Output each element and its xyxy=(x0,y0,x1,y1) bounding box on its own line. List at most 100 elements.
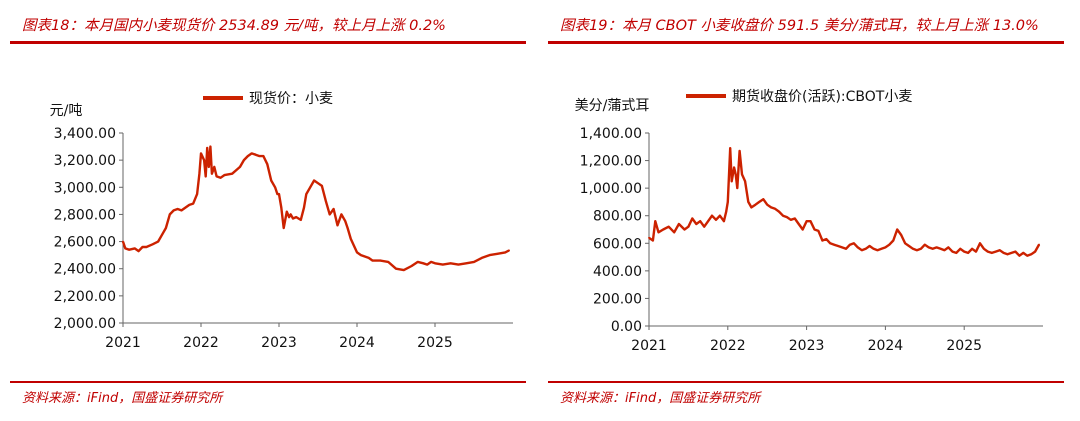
series-point xyxy=(747,201,750,203)
series-point xyxy=(276,193,279,195)
series-point xyxy=(741,173,743,176)
series-point xyxy=(730,180,733,183)
series-point xyxy=(280,206,283,209)
series-point xyxy=(943,249,946,252)
series-point xyxy=(1022,252,1025,254)
series-point xyxy=(1010,252,1013,254)
series-point xyxy=(434,262,436,265)
series-point xyxy=(959,247,962,250)
series-line xyxy=(648,146,1041,257)
series-point xyxy=(845,247,847,250)
series-point xyxy=(258,155,261,157)
series-point xyxy=(729,147,732,150)
x-tick-label: 2021 xyxy=(631,338,667,354)
series-point xyxy=(122,240,124,243)
series-point xyxy=(963,250,966,253)
series-point xyxy=(161,233,163,236)
series-point xyxy=(349,237,352,240)
y-tick-label: 2,600.00 xyxy=(54,235,116,251)
series-point xyxy=(200,152,202,155)
series-point xyxy=(786,216,788,218)
series-point xyxy=(652,239,654,242)
series-point xyxy=(884,246,887,249)
series-point xyxy=(223,174,226,176)
series-point xyxy=(793,217,796,220)
series-point xyxy=(426,263,429,266)
series-point xyxy=(695,223,698,225)
series-point xyxy=(766,203,769,206)
series-point xyxy=(888,243,891,246)
series-point xyxy=(703,225,706,228)
series-point xyxy=(931,247,934,250)
series-point xyxy=(904,242,906,245)
series-point xyxy=(1026,254,1029,257)
series-point xyxy=(738,150,741,152)
series-point xyxy=(841,246,843,249)
series-point xyxy=(363,255,366,258)
series-point xyxy=(951,250,954,253)
y-tick-label: 1,000.00 xyxy=(580,181,642,197)
series-point xyxy=(872,247,875,250)
source-rule-right xyxy=(548,381,1064,383)
series-point xyxy=(849,243,851,246)
series-point xyxy=(734,173,737,176)
y-tick-label: 200.00 xyxy=(593,291,642,307)
series-point xyxy=(151,243,154,246)
series-point xyxy=(188,204,191,206)
series-point xyxy=(449,262,452,265)
series-point xyxy=(124,247,127,250)
y-tick-label: 600.00 xyxy=(593,236,642,252)
series-point xyxy=(896,228,899,231)
series-point xyxy=(657,231,660,234)
series-point xyxy=(678,223,680,225)
y-tick-label: 2,200.00 xyxy=(54,289,116,305)
series-point xyxy=(387,261,390,263)
series-point xyxy=(282,227,285,229)
series-point xyxy=(935,246,938,249)
series-point xyxy=(211,172,213,175)
series-point xyxy=(250,152,253,155)
series-point xyxy=(416,261,419,263)
series-point xyxy=(198,172,201,175)
series-point xyxy=(402,269,405,271)
series-point xyxy=(410,265,413,267)
series-point xyxy=(145,246,148,248)
series-point xyxy=(180,209,183,212)
series-point xyxy=(864,247,867,250)
series-point xyxy=(673,231,676,234)
series-point xyxy=(939,247,942,250)
series-point xyxy=(774,207,776,210)
series-point xyxy=(947,246,950,249)
source-rule-left xyxy=(10,381,526,383)
x-tick-label: 2022 xyxy=(183,335,219,351)
series-point xyxy=(305,193,308,195)
series-point xyxy=(699,220,702,223)
y-tick-label: 2,800.00 xyxy=(54,207,116,223)
series-point xyxy=(707,220,709,223)
series-point xyxy=(744,180,747,183)
x-tick-label: 2023 xyxy=(261,335,297,351)
series-point xyxy=(648,236,650,239)
series-point xyxy=(829,242,832,245)
series-point xyxy=(231,172,234,175)
series-point xyxy=(876,249,879,252)
chart-panel-right: 图表19：本月 CBOT 小麦收盘价 591.5 美分/蒲式耳，较上月上涨 13… xyxy=(548,0,1068,421)
y-tick-label: 3,000.00 xyxy=(54,180,116,196)
series-point xyxy=(758,201,761,203)
series-point xyxy=(346,227,349,229)
chart-panel-left: 图表18：本月国内小麦现货价 2534.89 元/吨，较上月上涨 0.2% 元/… xyxy=(10,0,530,421)
series-point xyxy=(209,145,212,148)
series-point xyxy=(465,262,468,265)
series-point xyxy=(184,206,187,209)
series-point xyxy=(691,217,694,220)
series-point xyxy=(990,252,993,254)
series-point xyxy=(998,249,1001,252)
series-point xyxy=(813,228,816,231)
series-point xyxy=(379,259,382,262)
series-point xyxy=(133,247,136,250)
series-point xyxy=(860,249,863,252)
series-point xyxy=(1006,253,1009,256)
series-point xyxy=(900,234,903,236)
series-point xyxy=(313,179,315,182)
series-point xyxy=(654,220,657,223)
